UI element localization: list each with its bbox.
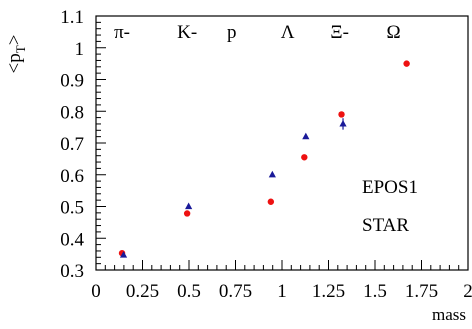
- x-tick-label: 0: [91, 281, 101, 302]
- particle-label: π-: [114, 22, 130, 43]
- y-tick-label: 1.1: [60, 7, 84, 28]
- y-tick-label: 0.6: [60, 166, 84, 187]
- x-tick-label: 0.75: [219, 281, 252, 302]
- series-label-star: STAR: [362, 215, 409, 236]
- y-tick-label: 0.5: [60, 198, 84, 219]
- x-tick-label: 0.25: [126, 281, 159, 302]
- particle-label: Ξ-: [330, 22, 349, 43]
- particle-labels: π- K-p Λ Ξ- Ω: [114, 22, 401, 43]
- x-tick-label: 1.25: [312, 281, 345, 302]
- axis-ticks: [95, 15, 469, 271]
- star-point: [119, 251, 128, 258]
- y-tick-label: 0.3: [60, 261, 84, 282]
- epos1-point: [301, 154, 308, 161]
- particle-label: K-: [177, 22, 197, 43]
- data-marks: [118, 60, 410, 258]
- x-tick-label: 1: [277, 281, 287, 302]
- y-axis-label: <pT>: [4, 35, 28, 74]
- y-axis-label-sub: T: [13, 45, 28, 53]
- epos1-point: [338, 111, 345, 118]
- y-tick-label: 0.8: [60, 102, 84, 123]
- x-tick-label: 2: [463, 281, 472, 302]
- star-point: [268, 170, 276, 178]
- star-point: [302, 132, 310, 140]
- x-tick-label: 1.75: [405, 281, 438, 302]
- y-tick-label: 0.4: [60, 229, 84, 250]
- axes-frame: [95, 15, 469, 271]
- y-axis-label-main: <p: [4, 53, 25, 73]
- x-tick-label: 1.5: [363, 281, 387, 302]
- y-axis-label-end: >: [4, 35, 25, 46]
- x-tick-label: 0.5: [177, 281, 201, 302]
- y-tick-label: 0.7: [60, 134, 84, 155]
- tick-labels: 0 0.25 0.5 0.75 1 1.25 1.5 1.75 2 0.3 0.4 0.5 0.6 0.7…: [60, 7, 472, 302]
- series-label-epos1: EPOS1: [362, 177, 418, 198]
- y-tick-label: 0.9: [60, 71, 84, 92]
- star-point: [185, 202, 193, 210]
- epos1-point: [183, 210, 191, 217]
- plot-frame: [95, 15, 469, 271]
- particle-label: Ω: [387, 22, 401, 43]
- star-point: [339, 119, 347, 127]
- x-axis-label: mass: [432, 305, 466, 324]
- epos1-point: [403, 60, 410, 67]
- y-tick-label: 1: [75, 39, 85, 60]
- epos1-point: [267, 198, 275, 205]
- particle-label: p: [227, 22, 237, 43]
- particle-label: Λ: [281, 22, 295, 43]
